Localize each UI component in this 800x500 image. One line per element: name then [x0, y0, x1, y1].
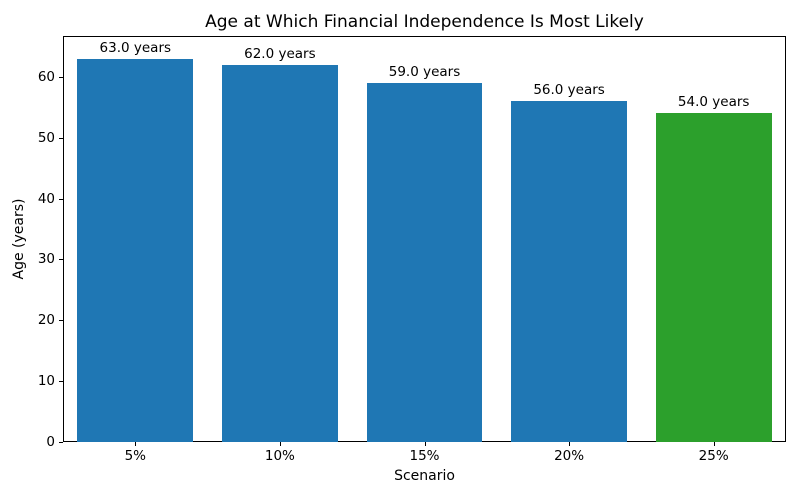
x-tick-label: 5% — [124, 448, 146, 464]
x-tick-mark — [279, 442, 281, 446]
bar-5% — [77, 58, 194, 442]
y-tick-label: 10 — [37, 373, 55, 390]
y-tick-mark — [59, 381, 63, 383]
bar-value-label: 56.0 years — [533, 82, 605, 99]
y-tick-mark — [59, 76, 63, 78]
bar-20% — [511, 101, 627, 442]
bar-value-label: 63.0 years — [99, 39, 172, 56]
chart-title: Age at Which Financial Independence Is M… — [205, 12, 644, 32]
y-axis-label: Age (years) — [11, 198, 27, 280]
bar-25% — [655, 113, 772, 442]
x-tick-label: 25% — [698, 448, 729, 464]
x-tick-mark — [713, 442, 715, 446]
x-tick-label: 10% — [264, 448, 295, 464]
y-tick-label: 30 — [37, 251, 55, 268]
bar-15% — [366, 82, 483, 442]
y-tick-label: 60 — [37, 68, 55, 85]
bar-value-label: 54.0 years — [677, 94, 750, 111]
bar-value-label: 59.0 years — [388, 63, 461, 80]
y-tick-mark — [59, 259, 63, 261]
y-tick-mark — [59, 442, 63, 443]
y-tick-label: 20 — [37, 312, 55, 329]
y-tick-mark — [59, 198, 63, 200]
y-tick-label: 40 — [37, 190, 55, 207]
x-tick-mark — [424, 442, 426, 446]
y-tick-label: 0 — [46, 434, 55, 450]
x-tick-mark — [569, 442, 571, 446]
x-tick-mark — [135, 442, 137, 446]
bar-10% — [222, 64, 338, 442]
bar-value-label: 62.0 years — [244, 45, 316, 62]
x-axis-label: Scenario — [394, 468, 455, 484]
y-tick-label: 50 — [37, 129, 55, 146]
x-tick-label: 15% — [409, 448, 440, 464]
y-tick-mark — [59, 320, 63, 322]
x-tick-label: 20% — [554, 448, 585, 464]
y-tick-mark — [59, 137, 63, 139]
